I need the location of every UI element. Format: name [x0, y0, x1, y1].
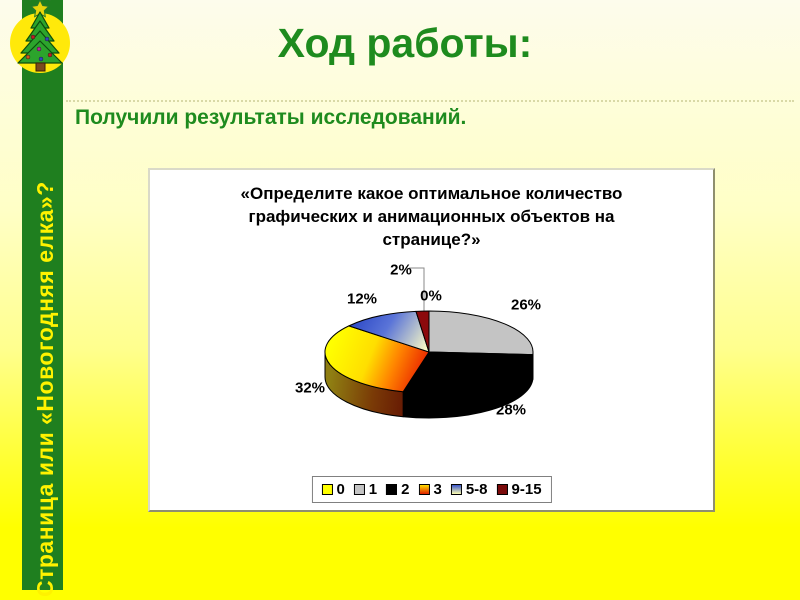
logo-christmas-tree	[0, 0, 82, 89]
legend-item-3: 3	[418, 481, 442, 498]
label-leader-line	[409, 267, 425, 314]
pie-slice-1	[428, 310, 534, 356]
legend-label: 5-8	[465, 481, 488, 498]
legend-item-2: 2	[386, 481, 409, 498]
legend-item-1: 1	[353, 481, 378, 498]
legend-label: 0	[336, 481, 345, 498]
legend-label: 3	[433, 481, 442, 498]
legend-swatch	[353, 484, 365, 495]
legend-swatch	[496, 484, 508, 495]
pie-slice-2	[402, 351, 534, 394]
legend-item-9-15: 9-15	[496, 481, 542, 498]
legend-label: 9-15	[511, 481, 542, 498]
pie-slice-5-8	[348, 310, 430, 353]
legend-label: 1	[368, 481, 378, 498]
legend-item-5-8: 5-8	[450, 481, 488, 498]
pie-label-0: 0%	[420, 287, 442, 305]
legend-swatch	[418, 484, 430, 495]
pie-label-2: 28%	[495, 401, 527, 419]
legend-label: 2	[401, 481, 410, 498]
pie-slice-9-15	[415, 310, 430, 353]
sidebar-vertical-text: Страница или «Новогодняя елка»?	[32, 181, 58, 597]
chart-panel: «Определите какое оптимальное количество…	[148, 168, 715, 512]
sidebar-bar	[22, 0, 63, 590]
pie-label-1: 26%	[510, 296, 542, 314]
pie-slice-3	[324, 325, 430, 393]
chart-title: «Определите какое оптимальное количество…	[240, 184, 623, 249]
legend-swatch	[321, 484, 333, 495]
chart-legend: 0 1 2 3 5-8 9-15	[311, 476, 552, 503]
pie-label-5-8: 12%	[346, 290, 378, 308]
slide-subtitle: Получили результаты исследований.	[75, 106, 467, 129]
legend-swatch	[450, 484, 462, 495]
slide-title: Ход работы:	[277, 20, 533, 66]
legend-swatch	[386, 484, 398, 495]
christmas-tree-icon	[10, 0, 70, 73]
pie-label-9-15: 2%	[390, 261, 412, 279]
pie-chart	[324, 267, 534, 419]
dotted-divider	[66, 100, 794, 102]
legend-item-0: 0	[321, 481, 345, 498]
pie-label-3: 32%	[294, 379, 326, 397]
